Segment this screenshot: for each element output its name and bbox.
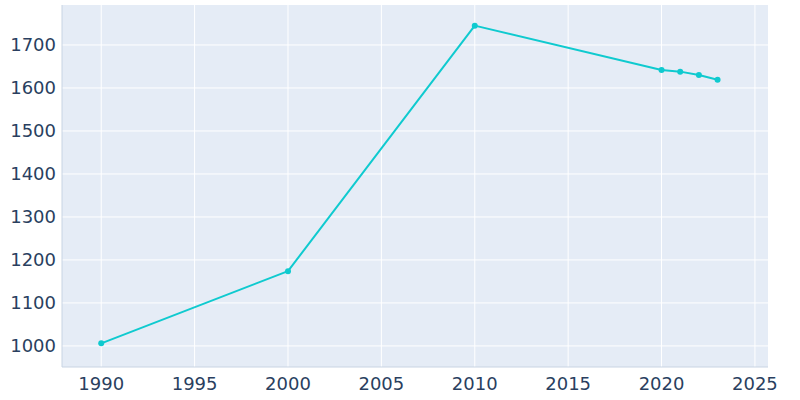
x-tick-label: 2010 <box>452 373 498 394</box>
y-tick-label: 1200 <box>10 249 56 270</box>
y-tick-label: 1400 <box>10 163 56 184</box>
y-grid-line <box>62 173 768 174</box>
x-grid-line <box>661 5 662 367</box>
x-tick-label: 2025 <box>732 373 778 394</box>
x-grid-line <box>381 5 382 367</box>
y-grid-line <box>62 44 768 45</box>
y-tick-label: 1000 <box>10 335 56 356</box>
line <box>101 26 717 344</box>
marker <box>659 67 665 73</box>
y-tick-label: 1600 <box>10 77 56 98</box>
marker <box>715 77 721 83</box>
x-grid-line <box>101 5 102 367</box>
grid <box>62 5 768 367</box>
marker <box>677 69 683 75</box>
y-grid-line <box>62 345 768 346</box>
x-grid-line <box>287 5 288 367</box>
y-grid-line <box>62 216 768 217</box>
y-grid-line <box>62 259 768 260</box>
marker <box>98 340 104 346</box>
marker <box>696 72 702 78</box>
chart: 1990 1995 2000 2005 2010 2015 2020 2025 1000 1100… <box>0 0 800 400</box>
y-tick-label: 1100 <box>10 292 56 313</box>
x-tick-label: 1995 <box>172 373 218 394</box>
x-tick-label: 1990 <box>78 373 124 394</box>
x-tick-label: 2020 <box>639 373 685 394</box>
y-axis-line <box>62 5 63 367</box>
x-axis-line <box>62 367 768 368</box>
x-grid-line <box>754 5 755 367</box>
x-tick-label: 2015 <box>545 373 591 394</box>
x-tick-label: 2005 <box>358 373 404 394</box>
y-grid-line <box>62 302 768 303</box>
y-grid-line <box>62 130 768 131</box>
tick-labels: 1990 1995 2000 2005 2010 2015 2020 2025 1000 1100… <box>10 34 778 394</box>
chart-container: 1990 1995 2000 2005 2010 2015 2020 2025 1000 1100… <box>0 0 800 400</box>
y-grid-line <box>62 87 768 88</box>
x-tick-label: 2000 <box>265 373 311 394</box>
x-grid-line <box>474 5 475 367</box>
series <box>98 23 720 347</box>
y-tick-label: 1700 <box>10 34 56 55</box>
marker <box>472 23 478 29</box>
y-tick-label: 1300 <box>10 206 56 227</box>
x-grid-line <box>568 5 569 367</box>
plot-background <box>62 5 768 367</box>
x-grid-line <box>194 5 195 367</box>
y-tick-label: 1500 <box>10 120 56 141</box>
marker <box>285 268 291 274</box>
